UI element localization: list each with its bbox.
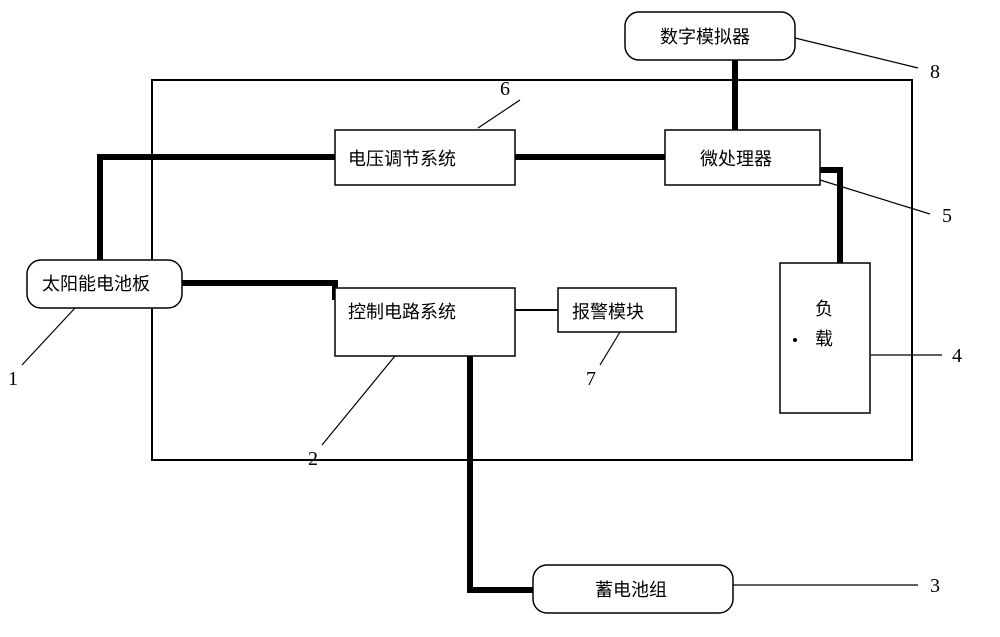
node-voltage_reg: 电压调节系统	[335, 130, 515, 185]
node-solar_panel: 太阳能电池板	[27, 260, 182, 308]
callout-1-number: 1	[8, 368, 18, 390]
node-load-dot	[793, 338, 797, 342]
node-digital_sim: 数字模拟器	[625, 12, 795, 60]
node-battery: 蓄电池组	[533, 565, 733, 613]
node-microprocessor: 微处理器	[665, 130, 820, 185]
node-load: 负载	[780, 263, 870, 413]
node-alarm-label: 报警模块	[572, 302, 644, 322]
node-digital_sim-label: 数字模拟器	[660, 27, 750, 47]
node-microprocessor-label: 微处理器	[700, 149, 772, 169]
callout-7-number: 7	[586, 368, 596, 390]
callout-6-number: 6	[500, 78, 510, 100]
node-control_circuit: 控制电路系统	[335, 288, 515, 356]
node-solar_panel-label: 太阳能电池板	[42, 274, 150, 294]
node-battery-label: 蓄电池组	[595, 580, 667, 600]
callout-5-number: 5	[942, 205, 952, 227]
callout-8-number: 8	[930, 61, 940, 83]
callout-3-number: 3	[930, 575, 940, 597]
node-voltage_reg-label: 电压调节系统	[348, 149, 456, 169]
callout-4-number: 4	[952, 345, 962, 367]
node-load-label2: 载	[815, 329, 833, 349]
node-control_circuit-box	[335, 288, 515, 356]
node-control_circuit-label: 控制电路系统	[348, 302, 456, 322]
callout-2-number: 2	[308, 448, 318, 470]
node-load-label1: 负	[815, 299, 833, 319]
node-alarm: 报警模块	[558, 288, 676, 332]
